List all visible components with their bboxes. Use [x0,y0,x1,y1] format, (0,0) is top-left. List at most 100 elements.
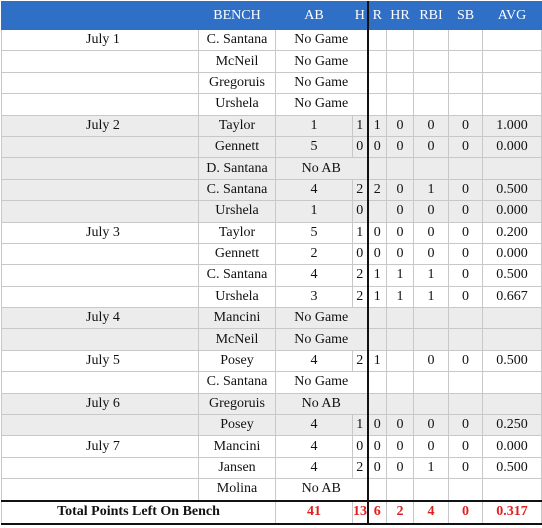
stat-cell: 1 [367,285,387,309]
date-cell [1,93,199,116]
empty-cell [386,307,414,330]
player-cell: C. Santana [198,371,276,394]
stat-cell: 0 [386,135,414,159]
empty-cell [386,478,414,502]
player-row: July 6 Gregoruis No AB [1,392,542,416]
header-cell: AB [275,1,353,30]
stat-cell: 0 [386,414,414,437]
player-row: C. Santana 4 2 2 0 1 0 0.500 [1,178,542,202]
stat-cell: 0.500 [482,264,542,287]
empty-cell [448,392,483,416]
stat-cell: 0.250 [482,414,542,437]
player-cell: C. Santana [198,264,276,287]
total-value: 0.317 [482,499,542,525]
date-cell: July 1 [1,28,199,52]
player-row: Gregoruis No Game [1,71,542,95]
date-cell [1,135,199,159]
player-cell: Gennett [198,135,276,159]
empty-cell [482,478,542,502]
stat-cell: 0.500 [482,349,542,373]
player-row: Urshela No Game [1,93,542,116]
player-row: Gennett 5 0 0 0 0 0 0.000 [1,135,542,159]
stat-cell: 2 [275,242,353,266]
empty-cell [386,371,414,394]
player-row: July 4 Mancini No Game [1,307,542,330]
stat-cell: 0 [367,135,387,159]
empty-cell [482,28,542,52]
empty-cell [448,371,483,394]
empty-cell [367,371,387,394]
stat-cell [386,349,414,373]
player-row: C. Santana No Game [1,371,542,394]
stat-cell: 2 [352,349,369,373]
note-cell: No AB [275,392,369,416]
empty-cell [413,93,449,116]
empty-cell [367,307,387,330]
empty-cell [448,157,483,180]
player-cell: Mancini [198,307,276,330]
stat-cell: 0 [367,414,387,437]
total-value: 4 [413,499,449,525]
total-value: 13 [352,499,369,525]
header-blank [1,1,199,30]
empty-cell [413,392,449,416]
stat-cell: 1 [367,264,387,287]
stat-cell: 0 [386,200,414,223]
empty-cell [367,50,387,73]
date-cell: July 7 [1,435,199,458]
empty-cell [367,93,387,116]
empty-cell [413,328,449,351]
stat-cell: 0.667 [482,285,542,309]
empty-cell [386,28,414,52]
stat-cell: 0 [413,221,449,244]
stat-cell: 0 [386,242,414,266]
date-cell: July 5 [1,349,199,373]
player-cell: C. Santana [198,28,276,52]
note-cell: No Game [275,371,369,394]
empty-cell [448,307,483,330]
player-row: Urshela 1 0 0 0 0 0.000 [1,200,542,223]
stat-cell: 0 [386,221,414,244]
date-cell [1,264,199,287]
stat-cell: 0 [352,242,369,266]
player-cell: Gregoruis [198,392,276,416]
empty-cell [367,328,387,351]
header-cell: SB [448,1,483,30]
stat-cell: 2 [352,264,369,287]
stat-cell: 4 [275,435,353,458]
date-cell [1,285,199,309]
stat-cell [367,200,387,223]
stat-cell: 0 [448,178,483,202]
stat-cell: 0 [386,178,414,202]
empty-cell [482,328,542,351]
date-cell [1,478,199,502]
stat-cell: 1 [352,114,369,137]
stat-cell: 0 [413,135,449,159]
date-cell [1,71,199,95]
player-row: July 2 Taylor 1 1 1 0 0 0 1.000 [1,114,542,137]
stat-cell: 0 [413,435,449,458]
empty-cell [386,71,414,95]
stat-cell: 0 [367,242,387,266]
player-cell: Taylor [198,114,276,137]
stat-cell: 0 [448,349,483,373]
stat-cell: 4 [275,178,353,202]
player-row: July 7 Mancini 4 0 0 0 0 0 0.000 [1,435,542,458]
empty-cell [367,28,387,52]
stat-cell: 0 [386,114,414,137]
date-cell [1,371,199,394]
stat-cell: 0.200 [482,221,542,244]
empty-cell [413,307,449,330]
date-cell [1,242,199,266]
stat-cell: 1 [413,456,449,480]
total-label: Total Points Left On Bench [1,499,276,525]
player-cell: Gregoruis [198,71,276,95]
stat-cell: 0 [448,456,483,480]
header-cell: HR [386,1,414,30]
stat-cell: 0 [448,285,483,309]
player-row: July 5 Posey 4 2 1 0 0 0.500 [1,349,542,373]
stat-cell: 0 [448,221,483,244]
empty-cell [367,478,387,502]
player-row: D. Santana No AB [1,157,542,180]
note-cell: No Game [275,328,369,351]
